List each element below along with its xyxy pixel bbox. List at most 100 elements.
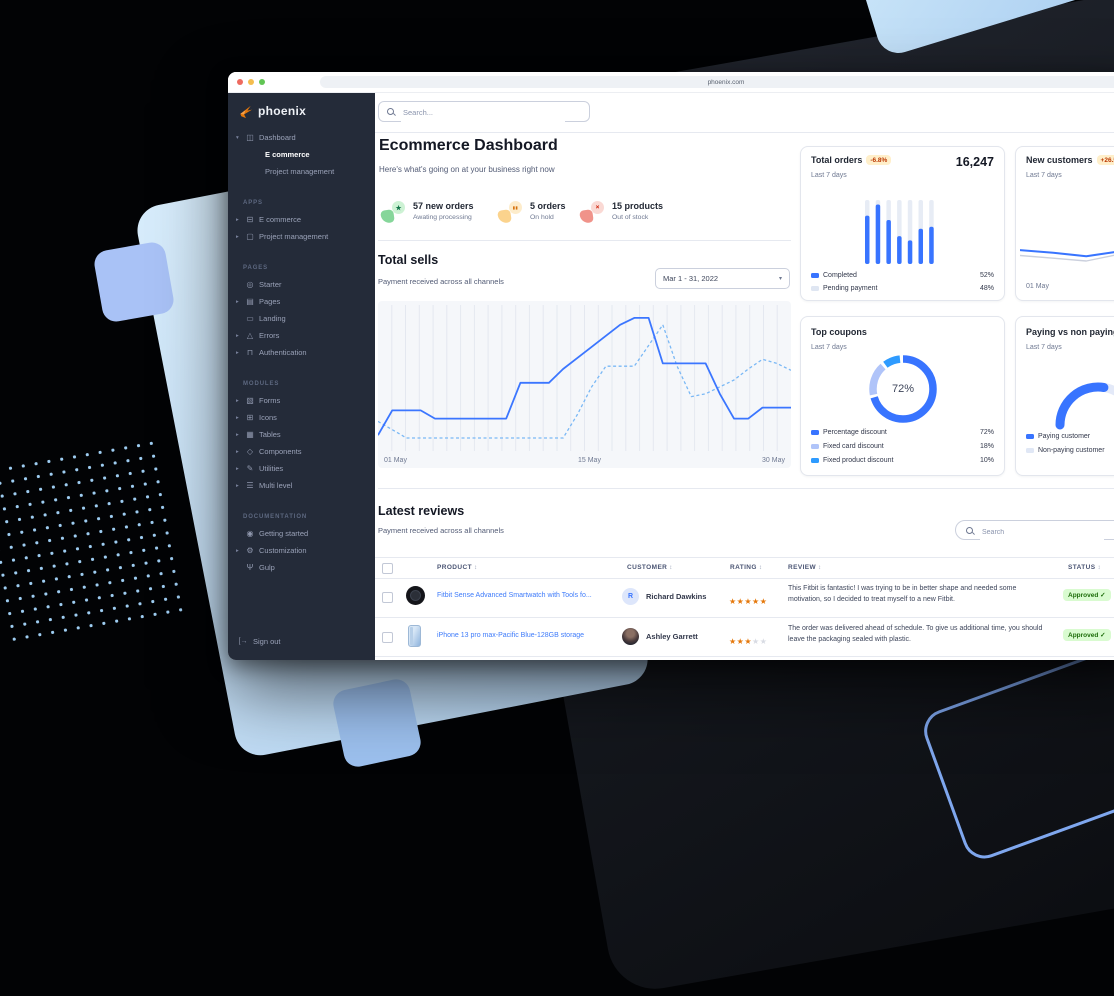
- reviews-search-input[interactable]: [980, 523, 1104, 542]
- search-icon: [966, 527, 973, 534]
- card-subtitle: Last 7 days: [811, 344, 847, 351]
- card-subtitle: Last 7 days: [811, 172, 847, 179]
- sidebar-item-project-management[interactable]: ▸ ▢ Project management: [236, 232, 329, 241]
- avatar: [622, 628, 639, 645]
- sidebar-item-components[interactable]: ▸ ◇ Components: [236, 447, 302, 456]
- legend-swatch: [1026, 434, 1034, 439]
- legend-item: Non-paying customer: [1026, 447, 1114, 454]
- column-header-product[interactable]: PRODUCT ↕: [437, 564, 478, 571]
- reviews-search[interactable]: [955, 520, 1114, 542]
- donut-center-value: 72%: [891, 383, 915, 395]
- chevron-right-icon: ▸: [236, 233, 239, 240]
- row-checkbox[interactable]: [382, 592, 393, 603]
- stat-orders-hold: 5 orders: [530, 201, 566, 211]
- date-range-select[interactable]: Mar 1 - 31, 2022 ▾: [655, 268, 790, 289]
- column-header-status[interactable]: STATUS ↕: [1068, 564, 1101, 571]
- check-icon: ✓: [1100, 592, 1106, 599]
- gulp-icon: Ψ: [246, 563, 254, 572]
- paying-gauge-chart-svg: [1055, 382, 1114, 430]
- column-header-customer[interactable]: CUSTOMER ↕: [627, 564, 673, 571]
- column-header-review[interactable]: REVIEW ↕: [788, 564, 822, 571]
- sidebar-item-tables[interactable]: ▸ ▦ Tables: [236, 430, 281, 439]
- card-title: New customers: [1026, 155, 1093, 165]
- bg-blue-square-bottom: [330, 676, 424, 770]
- card-title: Total orders: [811, 155, 863, 165]
- sidebar-section-documentation: DOCUMENTATION: [243, 514, 308, 520]
- page-subtitle: Here's what's going on at your business …: [379, 165, 555, 174]
- sidebar-item-forms[interactable]: ▸ ▧ Forms: [236, 396, 281, 405]
- star-icon: ★: [744, 637, 753, 646]
- sign-out-icon: [→: [238, 638, 248, 645]
- new-customers-card: New customers +26.5% Last 7 days 01 May: [1015, 146, 1114, 301]
- sidebar-section-apps: APPS: [243, 200, 263, 206]
- sidebar-item-multi-level[interactable]: ▸ ☰ Multi level: [236, 481, 293, 490]
- search-icon: [387, 108, 394, 115]
- row-checkbox[interactable]: [382, 632, 393, 643]
- sidebar-item-starter[interactable]: ◎ Starter: [228, 276, 375, 293]
- chevron-right-icon: ▸: [236, 547, 239, 554]
- sort-icon: ↕: [1097, 565, 1101, 571]
- star-icon: ★: [752, 597, 760, 606]
- star-icon: ★: [729, 637, 737, 646]
- star-icon: ★: [752, 637, 760, 646]
- traffic-light-close-icon[interactable]: [237, 79, 243, 85]
- chevron-right-icon: ▸: [236, 448, 239, 455]
- sidebar-item-gulp[interactable]: Ψ Gulp: [228, 559, 375, 576]
- traffic-light-expand-icon[interactable]: [259, 79, 265, 85]
- gear-icon: ⚙: [246, 546, 254, 555]
- sort-icon: ↕: [818, 565, 822, 571]
- sidebar-item-e-commerce[interactable]: ▸ ⊟ E commerce: [236, 215, 302, 224]
- main-content: Ecommerce Dashboard Here's what's going …: [375, 93, 1114, 660]
- sidebar-item-pages[interactable]: ▸ ▤ Pages: [236, 297, 281, 306]
- chevron-right-icon: ▸: [236, 298, 239, 305]
- dashboard-icon: ◫: [246, 133, 254, 142]
- lock-icon: ⊓: [246, 348, 254, 357]
- change-badge: +26.5%: [1096, 155, 1114, 165]
- phoenix-logo[interactable]: phoenix: [228, 93, 375, 129]
- chevron-right-icon: ▸: [236, 465, 239, 472]
- sidebar-item-errors[interactable]: ▸ △ Errors: [236, 331, 280, 340]
- bg-dot-grid: [0, 435, 192, 650]
- column-header-rating[interactable]: RATING ↕: [730, 564, 763, 571]
- search-input[interactable]: [401, 103, 565, 122]
- chevron-down-icon: ▾: [236, 134, 239, 141]
- legend-swatch: [811, 273, 819, 278]
- card-title: Top coupons: [811, 327, 867, 337]
- sidebar-item-ecommerce-dashboard[interactable]: E commerce: [265, 150, 310, 159]
- star-icon: ★: [759, 637, 768, 646]
- sidebar-item-getting-started[interactable]: ◉ Getting started: [228, 525, 375, 542]
- x-axis-label: 01 May: [1026, 283, 1049, 290]
- sidebar-item-utilities[interactable]: ▸ ✎ Utilities: [236, 464, 284, 473]
- select-all-checkbox[interactable]: [382, 563, 393, 574]
- sidebar-item-icons[interactable]: ▸ ⊞ Icons: [236, 413, 277, 422]
- top-coupons-card: Top coupons Last 7 days 72% Percentage d…: [800, 316, 1005, 476]
- warning-triangle-icon: △: [246, 331, 254, 340]
- cart-icon: ⊟: [246, 215, 254, 224]
- card-subtitle: Last 7 days: [1026, 172, 1062, 179]
- table-row: Fitbit Sense Advanced Smartwatch with To…: [375, 577, 1114, 618]
- sidebar-item-landing[interactable]: ▭ Landing: [228, 310, 375, 327]
- top-search[interactable]: [378, 101, 590, 122]
- legend-item: Fixed product discount 10%: [811, 457, 994, 464]
- product-link[interactable]: Fitbit Sense Advanced Smartwatch with To…: [437, 592, 592, 599]
- sort-icon: ↕: [669, 565, 673, 571]
- sidebar-item-customization[interactable]: ▸ ⚙ Customization: [236, 546, 307, 555]
- star-icon: ★: [759, 597, 768, 606]
- stat-orders-hold-sub: On hold: [530, 214, 554, 221]
- traffic-light-minimize-icon[interactable]: [248, 79, 254, 85]
- out-of-stock-stat-icon: ×: [579, 201, 604, 224]
- url-bar[interactable]: phoenix.com: [320, 76, 1114, 88]
- chevron-right-icon: ▸: [236, 397, 239, 404]
- sidebar-item-authentication[interactable]: ▸ ⊓ Authentication: [236, 348, 307, 357]
- star-icon: ★: [744, 597, 753, 606]
- legend-swatch: [1026, 448, 1034, 453]
- sidebar-item-dashboard[interactable]: ▾ ◫ Dashboard: [236, 133, 296, 142]
- product-link[interactable]: iPhone 13 pro max-Pacific Blue-128GB sto…: [437, 632, 585, 639]
- stat-out-of-stock-sub: Out of stock: [612, 214, 649, 221]
- sign-out-button[interactable]: [→ Sign out: [236, 637, 281, 646]
- sidebar-section-pages: PAGES: [243, 265, 269, 271]
- new-customers-chart-svg: [1020, 249, 1114, 262]
- legend-swatch: [811, 286, 819, 291]
- sidebar-item-project-management-dashboard[interactable]: Project management: [265, 167, 335, 176]
- latest-reviews-title: Latest reviews: [378, 504, 465, 518]
